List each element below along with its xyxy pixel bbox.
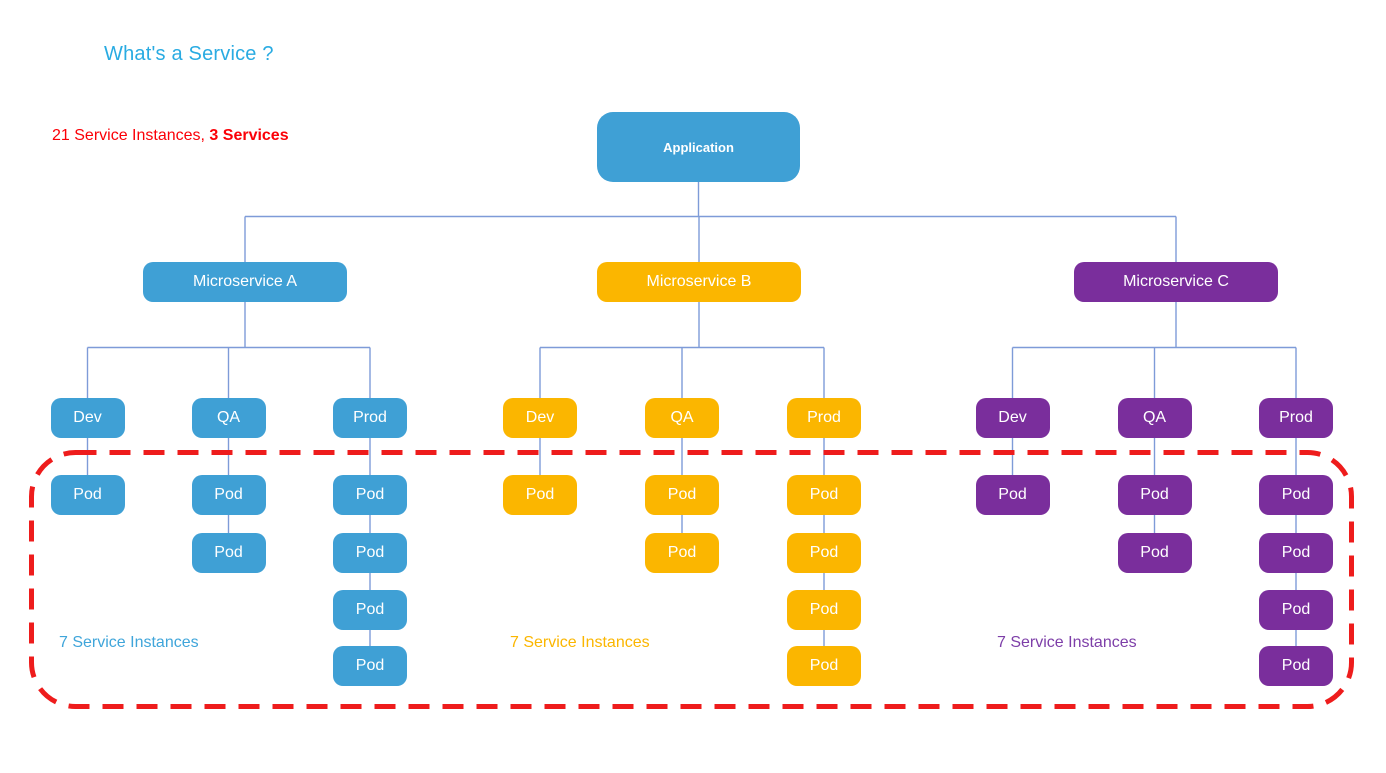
- env-box-a-qa: QA: [191, 398, 266, 438]
- pod-box: Pod: [975, 475, 1050, 515]
- microservice-c-box: Microservice C: [1074, 262, 1278, 302]
- microservice-b-tree-connectors: [539, 302, 825, 646]
- pod-box: Pod: [333, 533, 407, 573]
- pod-box: Pod: [333, 475, 407, 515]
- pod-box: Pod: [1259, 646, 1333, 686]
- pod-box: Pod: [191, 475, 266, 515]
- service-boundary-dashed-rect: [29, 450, 1354, 709]
- page-title: What's a Service ?: [104, 43, 274, 65]
- pod-box: Pod: [1117, 533, 1192, 573]
- env-box-c-qa: QA: [1117, 398, 1192, 438]
- pod-box: Pod: [787, 590, 861, 630]
- env-box-c-prod: Prod: [1259, 398, 1333, 438]
- env-box-b-dev: Dev: [503, 398, 577, 438]
- env-box-a-dev: Dev: [50, 398, 125, 438]
- pod-box: Pod: [191, 533, 266, 573]
- service-count-bold: 3 Services: [209, 127, 289, 144]
- pod-box: Pod: [333, 646, 407, 686]
- service-instances-label-c: 7 Service Instances: [997, 634, 1137, 651]
- pod-box: Pod: [645, 533, 719, 573]
- pod-box: Pod: [645, 475, 719, 515]
- microservice-a-tree-connectors: [86, 302, 371, 646]
- pod-box: Pod: [333, 590, 407, 630]
- pod-box: Pod: [787, 533, 861, 573]
- pod-box: Pod: [1259, 475, 1333, 515]
- env-box-b-qa: QA: [645, 398, 719, 438]
- pod-box: Pod: [1117, 475, 1192, 515]
- microservice-b-box: Microservice B: [597, 262, 801, 302]
- instance-count-prefix: 21 Service Instances,: [52, 127, 210, 144]
- pod-box: Pod: [1259, 533, 1333, 573]
- pod-box: Pod: [503, 475, 577, 515]
- app-to-microservices-connectors: [244, 182, 1177, 262]
- env-box-c-dev: Dev: [975, 398, 1050, 438]
- pod-box: Pod: [787, 646, 861, 686]
- env-box-a-prod: Prod: [333, 398, 407, 438]
- microservice-a-box: Microservice A: [143, 262, 347, 302]
- service-instances-label-a: 7 Service Instances: [59, 634, 199, 651]
- env-box-b-prod: Prod: [787, 398, 861, 438]
- pod-box: Pod: [1259, 590, 1333, 630]
- service-instances-label-b: 7 Service Instances: [510, 634, 650, 651]
- pod-box: Pod: [787, 475, 861, 515]
- instance-count-summary: 21 Service Instances, 3 Services: [52, 127, 289, 145]
- application-box: Application: [597, 112, 800, 182]
- pod-box: Pod: [50, 475, 125, 515]
- microservice-c-tree-connectors: [1011, 302, 1297, 646]
